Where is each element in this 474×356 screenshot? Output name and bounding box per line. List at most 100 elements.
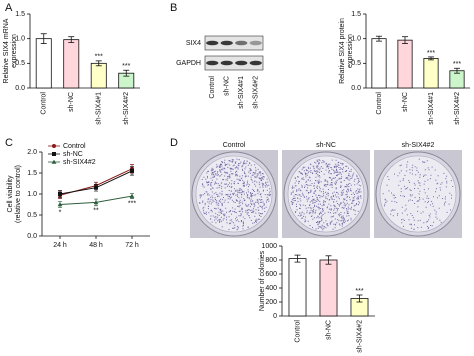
significance: ***: [122, 63, 130, 70]
point: [130, 168, 134, 173]
bar: [397, 39, 413, 89]
bar: [90, 62, 107, 89]
y-tick-label: 0.0: [351, 85, 361, 92]
y-tick-label: 1.5: [27, 170, 37, 177]
blot-band: [206, 60, 219, 66]
blot-band: [220, 60, 233, 66]
legend-label: sh-SIX4#2: [63, 159, 96, 166]
panel-label: A: [5, 2, 13, 14]
error-bar: [325, 255, 332, 265]
error-bar: [40, 33, 47, 44]
x-tick-label: Control: [41, 92, 48, 115]
significance: ***: [427, 50, 435, 57]
y-tick-label: 0.0: [27, 233, 37, 240]
y-tick-label: 1000: [261, 243, 277, 250]
significance: ***: [453, 61, 461, 68]
point: [129, 193, 135, 198]
legend-marker: [52, 144, 56, 148]
y-axis-label: (relative to control): [15, 165, 22, 223]
panel-label: C: [5, 137, 13, 149]
x-tick-label: 24 h: [53, 242, 67, 249]
error-bar: [402, 36, 408, 44]
blot-column-label: sh-SIX4#2: [253, 76, 260, 109]
panel-label: B: [170, 2, 177, 14]
error-bar: [356, 294, 363, 303]
significance: ***: [128, 200, 136, 207]
blot-band: [235, 40, 248, 46]
x-tick-label: 72 h: [125, 242, 139, 249]
significance: **: [93, 208, 99, 215]
x-tick-label: sh-SIX4#2: [356, 320, 363, 353]
x-tick-label: sh-NC: [68, 92, 75, 112]
bar: [288, 258, 307, 317]
legend-marker: [52, 152, 56, 156]
y-tick-label: 400: [265, 285, 277, 292]
error-bar: [454, 67, 460, 74]
y-tick-label: 0.5: [15, 60, 25, 67]
bar: [423, 58, 439, 89]
legend-marker: [51, 159, 57, 164]
colonies: [290, 159, 362, 231]
x-tick-label: Control: [294, 320, 301, 343]
panel-label: D: [170, 137, 178, 149]
x-tick-label: sh-SIX4#1: [96, 92, 103, 125]
blot-row-label: GAPDH: [176, 60, 201, 67]
x-tick-label: Control: [376, 92, 383, 115]
y-tick-label: 1.5: [15, 11, 25, 18]
y-tick-label: 2.0: [27, 149, 37, 156]
x-tick-label: 48 h: [89, 242, 103, 249]
blot-band: [249, 40, 262, 46]
blot-column-label: Control: [209, 76, 216, 99]
blot-strip: [204, 55, 264, 71]
y-axis-label: Number of colonies: [259, 250, 266, 311]
bar: [319, 259, 338, 317]
y-axis-label: expression: [347, 34, 354, 68]
colonies: [199, 158, 271, 231]
error-bar: [68, 36, 75, 44]
y-tick-label: 1.0: [27, 191, 37, 198]
error-bar: [376, 35, 382, 42]
blot-band: [235, 60, 248, 66]
y-tick-label: 1.5: [351, 11, 361, 18]
point: [58, 192, 62, 196]
blot-band: [206, 40, 219, 46]
y-axis-label: Relative SIX4 protein: [339, 18, 346, 84]
error-bar: [294, 254, 301, 263]
bar: [35, 38, 52, 89]
significance: *: [59, 209, 62, 216]
error-bar: [123, 69, 130, 77]
error-bar: [428, 56, 434, 61]
y-tick-label: 800: [265, 257, 277, 264]
y-tick-label: 0: [273, 313, 277, 320]
x-tick-label: sh-SIX4#1: [428, 92, 435, 125]
y-axis-label: Relative SIX4 mRNA: [3, 18, 10, 83]
legend-label: sh-NC: [63, 151, 83, 158]
blot-column-label: sh-NC: [224, 76, 231, 96]
y-tick-label: 1.0: [351, 36, 361, 43]
blot-column-label: sh-SIX4#1: [238, 76, 245, 109]
point: [57, 202, 63, 207]
dish-well: [379, 155, 457, 233]
point: [93, 200, 99, 205]
error-bar: [95, 60, 102, 67]
y-tick-label: 0.0: [15, 85, 25, 92]
dish-label: Control: [223, 142, 246, 149]
x-tick-label: sh-NC: [325, 320, 332, 340]
blot-band: [220, 40, 233, 46]
x-tick-label: sh-NC: [402, 92, 409, 112]
y-tick-label: 200: [265, 299, 277, 306]
y-axis-label: Cell viability: [7, 175, 14, 212]
bar: [63, 39, 80, 89]
x-tick-label: sh-SIX4#2: [123, 92, 130, 125]
y-tick-label: 0.5: [27, 212, 37, 219]
y-tick-label: 1.0: [15, 36, 25, 43]
significance: ***: [95, 54, 103, 61]
blot-band: [249, 60, 262, 66]
dish-label: sh-SIX4#2: [402, 142, 435, 149]
y-tick-label: 600: [265, 271, 277, 278]
blot-row-label: SIX4: [186, 40, 201, 47]
legend-label: Control: [63, 143, 86, 150]
x-tick-label: sh-SIX4#2: [454, 92, 461, 125]
significance: ***: [355, 288, 363, 295]
